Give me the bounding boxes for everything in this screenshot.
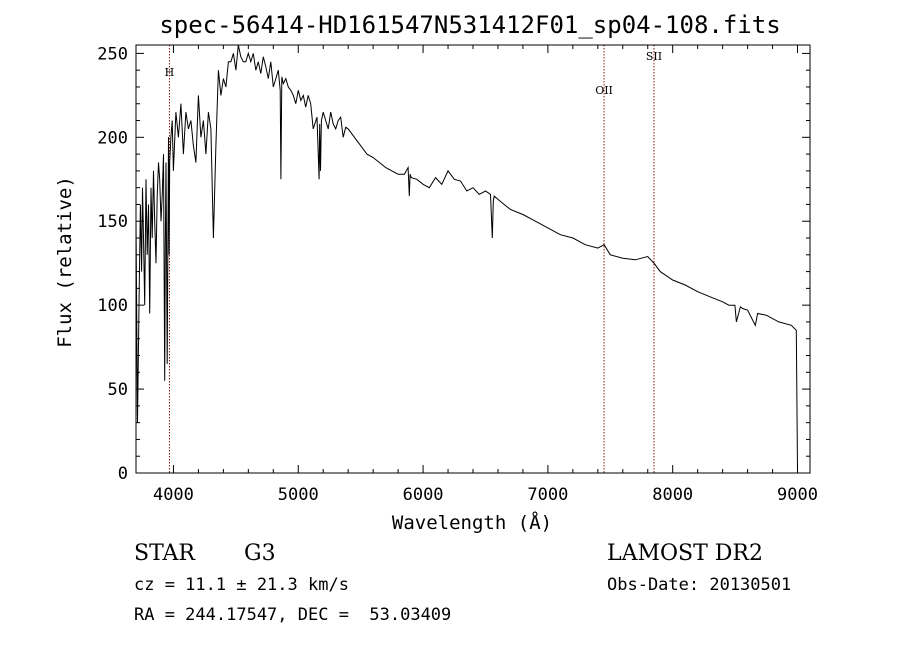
spectrum-line <box>135 44 798 470</box>
y-axis-ticks: 0 50 100 150 200 250 <box>97 44 810 484</box>
y-axis-label: Flux (relative) <box>54 176 76 348</box>
redshift-cz: cz = 11.1 ± 21.3 km/s <box>134 575 349 595</box>
y-tick-label: 50 <box>108 380 128 400</box>
x-axis-ticks: 4000 5000 6000 7000 8000 9000 <box>153 45 818 505</box>
marker-label-oii: OII <box>595 84 613 97</box>
x-tick-label: 7000 <box>527 485 568 505</box>
y-tick-label: 250 <box>97 44 128 64</box>
marker-label-sii: SII <box>646 50 662 63</box>
y-tick-label: 100 <box>97 296 128 316</box>
x-axis-label: Wavelength (Å) <box>392 511 552 534</box>
star-class: STAR <box>134 541 196 566</box>
chart-title: spec-56414-HD161547N531412F01_sp04-108.f… <box>159 11 780 39</box>
x-tick-label: 6000 <box>403 485 444 505</box>
x-tick-label: 5000 <box>278 485 319 505</box>
y-tick-label: 0 <box>118 464 128 484</box>
spectral-line-markers: H OII SII <box>165 45 662 473</box>
obs-date: Obs-Date: 20130501 <box>607 575 791 595</box>
plot-frame <box>135 44 811 474</box>
y-tick-label: 200 <box>97 128 128 148</box>
y-tick-label: 150 <box>97 212 128 232</box>
star-subclass: G3 <box>244 541 276 566</box>
survey-name: LAMOST DR2 <box>607 541 763 566</box>
x-tick-label: 4000 <box>153 485 194 505</box>
x-tick-label: 8000 <box>652 485 693 505</box>
marker-label-h: H <box>165 66 175 79</box>
ra-dec: RA = 244.17547, DEC = 53.03409 <box>134 605 451 625</box>
x-tick-label: 9000 <box>777 485 818 505</box>
